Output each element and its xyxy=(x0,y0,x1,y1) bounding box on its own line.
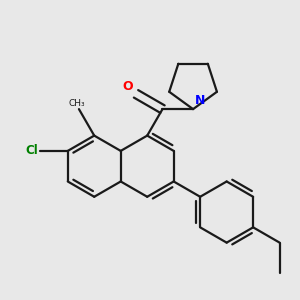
Text: N: N xyxy=(194,94,205,107)
Text: Cl: Cl xyxy=(25,144,38,158)
Text: CH₃: CH₃ xyxy=(69,99,86,108)
Text: O: O xyxy=(122,80,133,93)
